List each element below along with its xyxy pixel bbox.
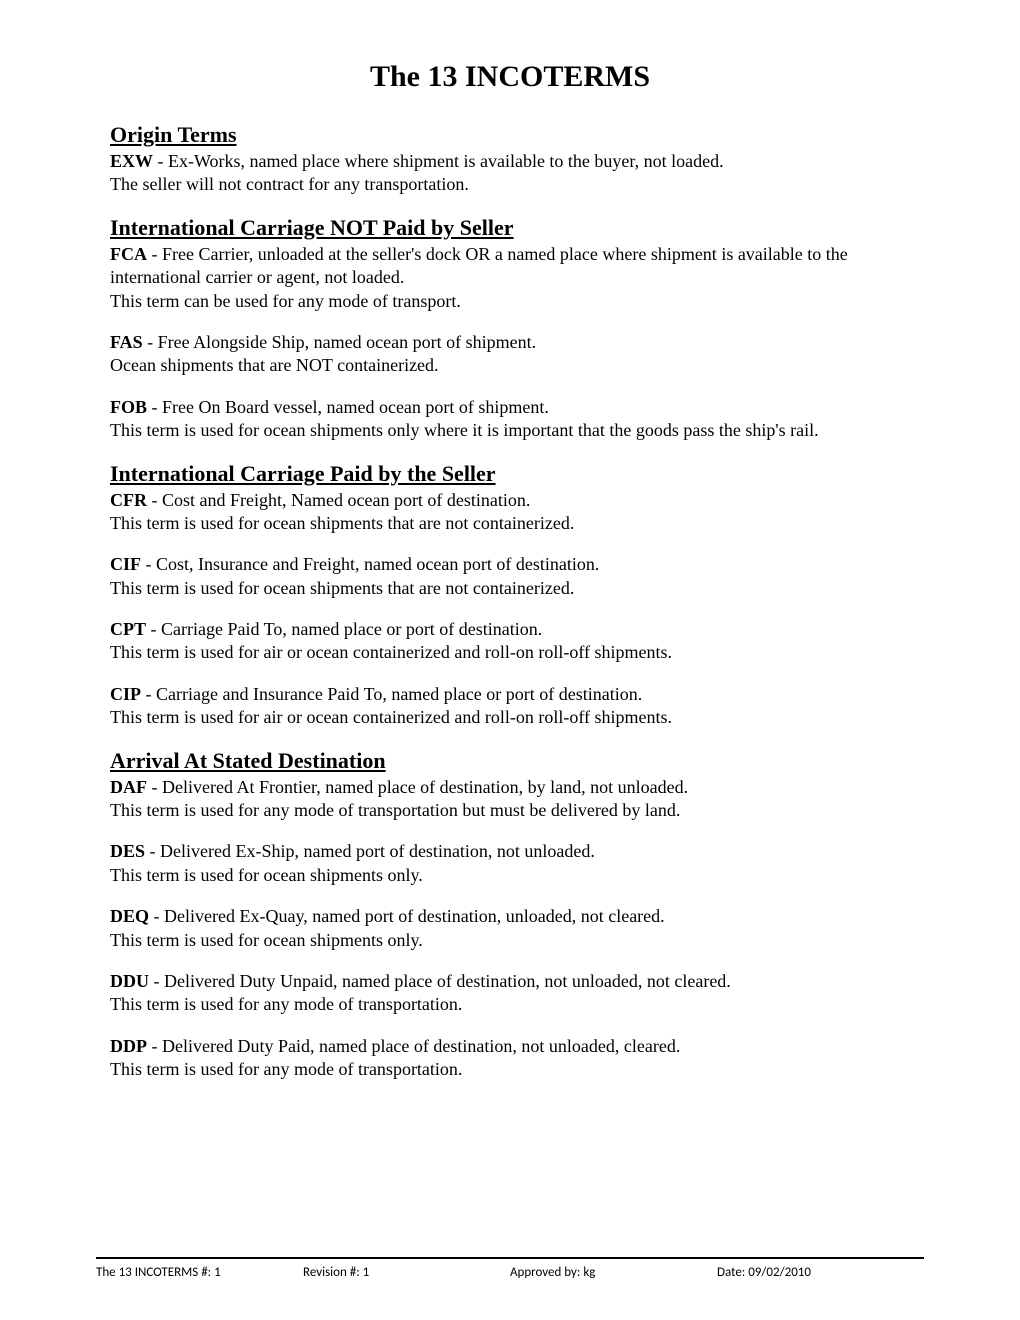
term-deq: DEQ - Delivered Ex-Quay, named port of d…: [110, 905, 910, 952]
term-desc: - Free Carrier, unloaded at the seller's…: [110, 244, 848, 287]
term-fob: FOB - Free On Board vessel, named ocean …: [110, 396, 910, 443]
term-code: DES: [110, 841, 145, 861]
term-ddp: DDP - Delivered Duty Paid, named place o…: [110, 1035, 910, 1082]
term-fas: FAS - Free Alongside Ship, named ocean p…: [110, 331, 910, 378]
term-fca: FCA - Free Carrier, unloaded at the sell…: [110, 243, 910, 313]
term-desc: - Delivered At Frontier, named place of …: [147, 777, 688, 797]
term-code: DEQ: [110, 906, 149, 926]
footer-doc-id: The 13 INCOTERMS #: 1: [96, 1265, 303, 1280]
term-note: Ocean shipments that are NOT containeriz…: [110, 355, 439, 375]
term-code: FCA: [110, 244, 147, 264]
term-note: This term is used for ocean shipments th…: [110, 578, 574, 598]
section-arrival: Arrival At Stated Destination DAF - Deli…: [110, 748, 910, 1082]
term-note: This term is used for ocean shipments on…: [110, 930, 423, 950]
term-code: CIP: [110, 684, 141, 704]
section-carriage-paid: International Carriage Paid by the Selle…: [110, 461, 910, 730]
term-desc: - Cost and Freight, Named ocean port of …: [147, 490, 530, 510]
term-desc: - Delivered Duty Paid, named place of de…: [147, 1036, 680, 1056]
term-code: CIF: [110, 554, 141, 574]
section-origin-terms: Origin Terms EXW - Ex-Works, named place…: [110, 122, 910, 197]
term-desc: - Ex-Works, named place where shipment i…: [153, 151, 724, 171]
term-code: FAS: [110, 332, 143, 352]
term-desc: - Delivered Ex-Ship, named port of desti…: [145, 841, 595, 861]
section-heading: International Carriage Paid by the Selle…: [110, 461, 910, 487]
term-cfr: CFR - Cost and Freight, Named ocean port…: [110, 489, 910, 536]
term-note: The seller will not contract for any tra…: [110, 174, 469, 194]
term-code: DDU: [110, 971, 149, 991]
term-desc: - Cost, Insurance and Freight, named oce…: [141, 554, 599, 574]
term-desc: - Free On Board vessel, named ocean port…: [147, 397, 549, 417]
term-note: This term is used for any mode of transp…: [110, 994, 462, 1014]
section-heading: Origin Terms: [110, 122, 910, 148]
term-note: This term can be used for any mode of tr…: [110, 291, 461, 311]
term-ddu: DDU - Delivered Duty Unpaid, named place…: [110, 970, 910, 1017]
term-code: EXW: [110, 151, 153, 171]
term-des: DES - Delivered Ex-Ship, named port of d…: [110, 840, 910, 887]
term-note: This term is used for ocean shipments on…: [110, 865, 423, 885]
term-code: CFR: [110, 490, 147, 510]
term-note: This term is used for air or ocean conta…: [110, 707, 672, 727]
term-cpt: CPT - Carriage Paid To, named place or p…: [110, 618, 910, 665]
page-footer: The 13 INCOTERMS #: 1 Revision #: 1 Appr…: [96, 1257, 924, 1280]
term-desc: - Free Alongside Ship, named ocean port …: [143, 332, 536, 352]
term-code: FOB: [110, 397, 147, 417]
footer-date: Date: 09/02/2010: [717, 1265, 924, 1280]
term-cip: CIP - Carriage and Insurance Paid To, na…: [110, 683, 910, 730]
term-exw: EXW - Ex-Works, named place where shipme…: [110, 150, 910, 197]
term-daf: DAF - Delivered At Frontier, named place…: [110, 776, 910, 823]
term-desc: - Carriage Paid To, named place or port …: [146, 619, 542, 639]
term-cif: CIF - Cost, Insurance and Freight, named…: [110, 553, 910, 600]
term-note: This term is used for ocean shipments th…: [110, 513, 574, 533]
page-title: The 13 INCOTERMS: [110, 60, 910, 94]
term-desc: - Delivered Ex-Quay, named port of desti…: [149, 906, 665, 926]
section-heading: Arrival At Stated Destination: [110, 748, 910, 774]
term-note: This term is used for air or ocean conta…: [110, 642, 672, 662]
section-carriage-not-paid: International Carriage NOT Paid by Selle…: [110, 215, 910, 443]
term-code: DDP: [110, 1036, 147, 1056]
term-code: DAF: [110, 777, 147, 797]
term-code: CPT: [110, 619, 146, 639]
term-note: This term is used for any mode of transp…: [110, 1059, 462, 1079]
term-desc: - Delivered Duty Unpaid, named place of …: [149, 971, 731, 991]
term-desc: - Carriage and Insurance Paid To, named …: [141, 684, 642, 704]
footer-revision: Revision #: 1: [303, 1265, 510, 1280]
term-note: This term is used for ocean shipments on…: [110, 420, 819, 440]
term-note: This term is used for any mode of transp…: [110, 800, 680, 820]
section-heading: International Carriage NOT Paid by Selle…: [110, 215, 910, 241]
footer-approved: Approved by: kg: [510, 1265, 717, 1280]
